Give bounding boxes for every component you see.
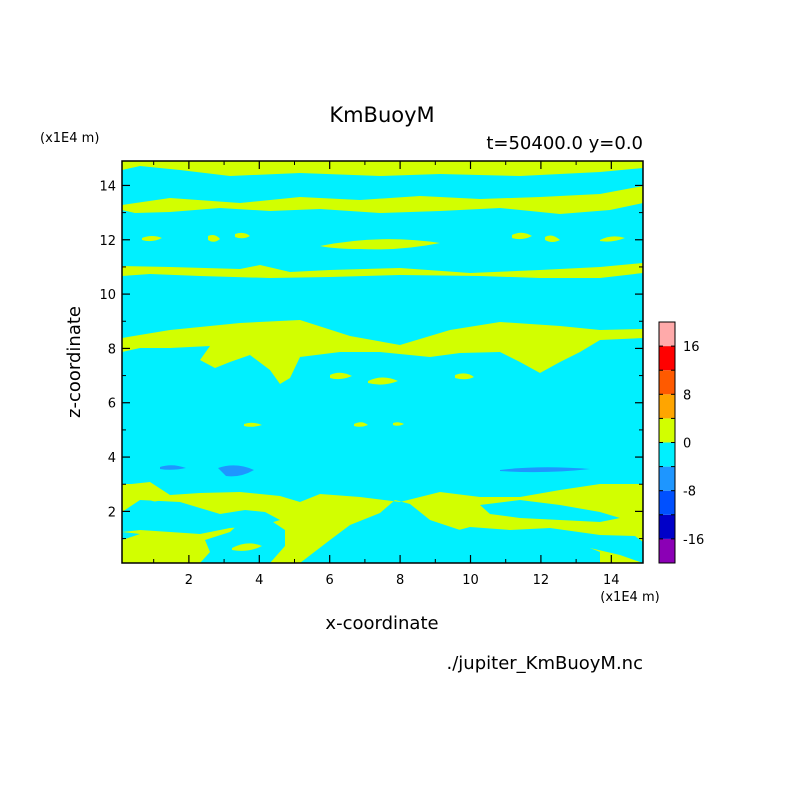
colorbar: 16 8 0 -8 -16: [658, 321, 704, 564]
y-tick-label: 4: [108, 451, 116, 466]
y-tick-label: 2: [108, 505, 116, 520]
contour-region: [545, 235, 560, 242]
y-axis-label: z-coordinate: [64, 306, 85, 418]
source-file-label: ./jupiter_KmBuoyM.nc: [447, 653, 643, 674]
contour-region: [500, 467, 590, 473]
chart-subtitle: t=50400.0 y=0.0: [486, 133, 643, 154]
y-tick-label: 6: [108, 397, 116, 412]
plot-area: [121, 160, 644, 564]
chart-title: KmBuoyM: [329, 103, 434, 127]
colorbar-swatch: [659, 322, 675, 347]
contour-region: [512, 232, 532, 240]
x-unit-label: (x1E4 m): [600, 590, 659, 605]
contour-region: [208, 235, 220, 242]
y-axis-ticks: 2 4 6 8 10 12 14: [99, 179, 643, 540]
y-unit-label: (x1E4 m): [40, 131, 99, 146]
x-tick-label: 8: [396, 573, 404, 588]
contour-region: [455, 373, 474, 380]
x-axis-ticks: 2 4 6 8 10 12 14: [153, 161, 620, 588]
y-tick-label: 14: [99, 179, 116, 194]
x-tick-label: 4: [255, 573, 263, 588]
contour-region: [122, 500, 280, 534]
x-tick-label: 12: [533, 573, 550, 588]
contour-region: [354, 422, 368, 427]
x-tick-label: 10: [462, 573, 479, 588]
colorbar-swatch: [659, 394, 675, 419]
colorbar-swatch: [659, 370, 675, 395]
colorbar-swatch: [659, 490, 675, 515]
contour-region: [150, 496, 160, 502]
x-tick-label: 14: [603, 573, 620, 588]
colorbar-swatch: [659, 514, 675, 539]
contour-region: [122, 320, 643, 384]
contour-region: [244, 422, 262, 427]
y-tick-label: 10: [99, 288, 116, 303]
contour-region: [440, 527, 643, 563]
contour-region: [235, 232, 250, 239]
colorbar-tick-label: -16: [683, 533, 704, 548]
x-tick-label: 2: [185, 573, 193, 588]
y-tick-label: 12: [99, 234, 116, 249]
contour-region: [232, 543, 262, 551]
contour-region: [368, 377, 398, 385]
contour-region: [122, 484, 140, 492]
contour-region: [330, 372, 352, 380]
contour-region: [320, 239, 440, 250]
contour-region: [218, 465, 254, 477]
contour-region: [480, 500, 620, 522]
contour-region: [122, 186, 643, 214]
colorbar-tick-label: 16: [683, 340, 700, 355]
colorbar-tick-label: -8: [683, 485, 696, 500]
y-tick-label: 8: [108, 342, 116, 357]
contour-region: [122, 263, 643, 278]
colorbar-swatch: [659, 418, 675, 443]
contour-region: [600, 236, 625, 242]
contour-region: [122, 161, 643, 176]
colorbar-swatch: [659, 466, 675, 491]
contour-region: [160, 465, 186, 470]
contour-region: [142, 236, 162, 242]
colorbar-tick-label: 8: [683, 388, 691, 403]
colorbar-swatch: [659, 346, 675, 371]
colorbar-swatch: [659, 538, 675, 563]
contour-region: [393, 422, 404, 426]
plot-frame: [121, 160, 644, 564]
colorbar-tick-label: 0: [683, 437, 691, 452]
x-tick-label: 6: [326, 573, 334, 588]
colorbar-swatch: [659, 442, 675, 467]
x-axis-label: x-coordinate: [325, 613, 438, 634]
